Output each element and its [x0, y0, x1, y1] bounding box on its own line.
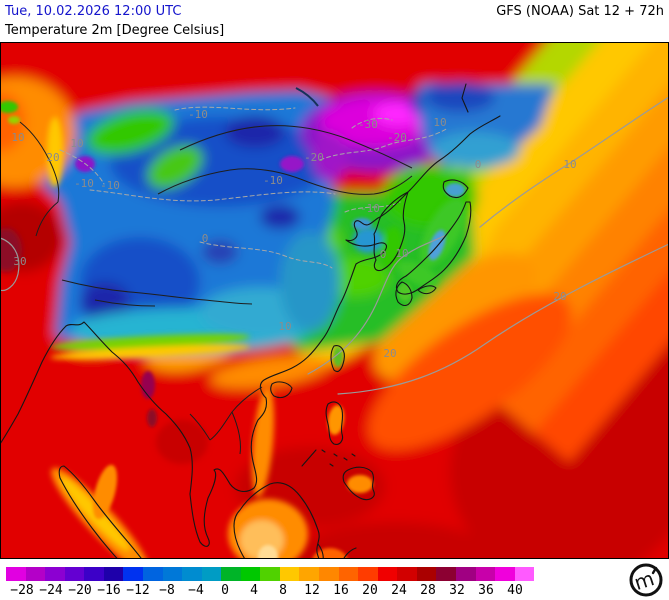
colorbar-segment [64, 567, 85, 581]
colorbar-segment [495, 567, 515, 581]
colorbar-segment [45, 567, 65, 581]
contour-label: 10 [395, 247, 408, 260]
temperature-map: -10 -30 -20 -20 -10 -10 -10 -10 10 20 10 30 0 10 20 0 10… [0, 42, 669, 559]
colorbar-segment [319, 567, 339, 581]
colorbar-segment [475, 567, 496, 581]
contour-label: -10 [360, 202, 380, 215]
colorbar-segment [338, 567, 359, 581]
colorbar [6, 567, 535, 581]
colorbar-tick-label: 16 [333, 583, 349, 598]
colorbar-tick-label: −12 [126, 583, 150, 598]
contour-label: -20 [304, 151, 324, 164]
contour-label: 10 [563, 158, 576, 171]
colorbar-tick-label: −24 [39, 583, 63, 598]
contour-label: 20 [46, 151, 59, 164]
colorbar-segment [240, 567, 261, 581]
colorbar-segment [182, 567, 202, 581]
contour-label: 30 [13, 255, 26, 268]
contour-label: 0 [202, 232, 209, 245]
colorbar-segment [358, 567, 378, 581]
colorbar-segment [103, 567, 124, 581]
colorbar-tick-label: 4 [250, 583, 258, 598]
colorbar-segment [377, 567, 398, 581]
colorbar-tick-label: −20 [68, 583, 92, 598]
colorbar-segment [416, 567, 437, 581]
colorbar-segment [162, 567, 183, 581]
colorbar-segment [260, 567, 280, 581]
contour-label: 20 [383, 347, 396, 360]
run-datetime: Tue, 10.02.2026 12:00 UTC [5, 4, 182, 19]
colorbar-tick-label: 40 [507, 583, 523, 598]
contour-labels: -10 -30 -20 -20 -10 -10 -10 -10 10 20 10 30 0 10 20 0 10… [11, 108, 576, 360]
colorbar-tick-label: 0 [221, 583, 229, 598]
colorbar-segment [142, 567, 163, 581]
coastlines [0, 83, 501, 559]
colorbar-segment [299, 567, 319, 581]
colorbar-tick-label: 36 [478, 583, 494, 598]
colorbar-segment [6, 567, 26, 581]
colorbar-tick-label: 32 [449, 583, 465, 598]
parameter-title: Temperature 2m [Degree Celsius] [5, 23, 225, 38]
contour-label: 0 [380, 248, 387, 261]
model-info: GFS (NOAA) Sat 12 + 72h [496, 4, 664, 19]
colorbar-tick-label: −4 [188, 583, 204, 598]
colorbar-segment [455, 567, 476, 581]
colorbar-segment [201, 567, 222, 581]
colorbar-segment [221, 567, 241, 581]
colorbar-tick-label: 20 [362, 583, 378, 598]
colorbar-tick-label: 24 [391, 583, 407, 598]
contour-label: -10 [188, 108, 208, 121]
contour-label: 10 [278, 320, 291, 333]
contour-label: -20 [387, 131, 407, 144]
contour-label: -10 [74, 177, 94, 190]
colorbar-segment [436, 567, 456, 581]
contour-label: -10 [263, 174, 283, 187]
contour-label: -30 [358, 118, 378, 131]
contour-label: -10 [100, 179, 120, 192]
colorbar-tick-label: 8 [279, 583, 287, 598]
logo-tick [651, 566, 658, 575]
colorbar-segment [514, 567, 535, 581]
colorbar-segment [279, 567, 300, 581]
contour-label: 10 [11, 131, 24, 144]
colorbar-tick-label: −28 [10, 583, 34, 598]
colorbar-segment [25, 567, 46, 581]
colorbar-segment [123, 567, 143, 581]
colorbar-tick-label: 28 [420, 583, 436, 598]
contour-label: 10 [70, 137, 83, 150]
colorbar-tick-label: −16 [97, 583, 121, 598]
colorbar-segment [397, 567, 417, 581]
contour-label: 10 [433, 116, 446, 129]
colorbar-tick-label: 12 [304, 583, 320, 598]
colorbar-segment [84, 567, 104, 581]
contour-label: 0 [475, 158, 482, 171]
colorbar-tick-label: −8 [159, 583, 175, 598]
meteociel-logo: m [629, 563, 663, 597]
contour-label: 20 [553, 290, 566, 303]
